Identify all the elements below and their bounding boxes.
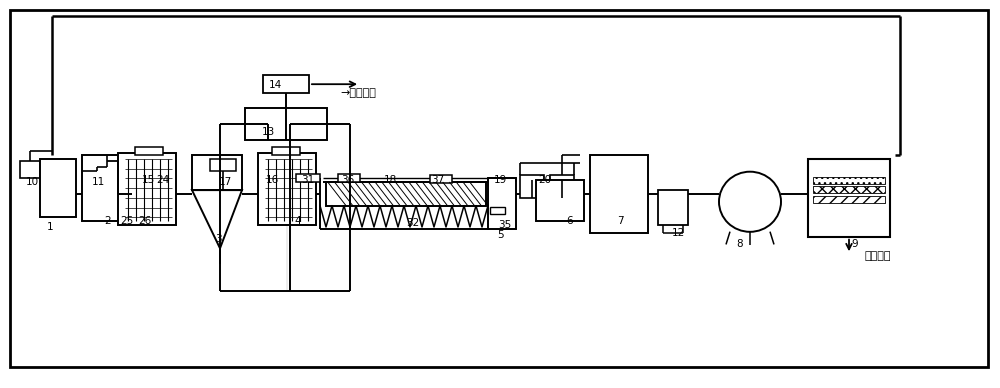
FancyBboxPatch shape [338, 174, 360, 182]
Text: 20: 20 [538, 175, 552, 185]
Text: 26: 26 [138, 216, 152, 226]
Text: 8: 8 [737, 239, 743, 249]
FancyBboxPatch shape [263, 75, 309, 93]
FancyBboxPatch shape [210, 159, 236, 171]
FancyBboxPatch shape [296, 174, 320, 182]
FancyBboxPatch shape [135, 147, 163, 155]
FancyBboxPatch shape [82, 155, 132, 221]
Text: 32: 32 [406, 218, 420, 228]
FancyBboxPatch shape [20, 161, 40, 178]
FancyBboxPatch shape [658, 190, 688, 225]
Text: 6: 6 [567, 216, 573, 226]
FancyBboxPatch shape [430, 175, 452, 183]
FancyBboxPatch shape [590, 155, 648, 233]
Text: 16: 16 [265, 175, 279, 185]
Text: 11: 11 [91, 177, 105, 187]
Text: 3: 3 [215, 234, 221, 244]
FancyBboxPatch shape [10, 10, 988, 367]
FancyBboxPatch shape [536, 180, 584, 221]
FancyBboxPatch shape [490, 207, 505, 214]
FancyBboxPatch shape [813, 186, 885, 193]
Text: 36: 36 [341, 175, 355, 185]
FancyBboxPatch shape [258, 153, 316, 225]
FancyBboxPatch shape [813, 196, 885, 203]
Text: 35: 35 [498, 220, 512, 230]
Text: 达标排放: 达标排放 [865, 251, 891, 261]
FancyBboxPatch shape [550, 175, 574, 198]
FancyBboxPatch shape [118, 153, 176, 225]
FancyBboxPatch shape [272, 147, 300, 155]
FancyBboxPatch shape [245, 108, 327, 140]
Text: 9: 9 [852, 239, 858, 249]
Text: 17: 17 [218, 177, 232, 187]
FancyBboxPatch shape [808, 159, 890, 237]
Ellipse shape [719, 172, 781, 232]
FancyBboxPatch shape [488, 178, 516, 229]
Text: 1: 1 [47, 222, 53, 232]
Polygon shape [192, 190, 242, 248]
Text: 15: 15 [141, 175, 155, 185]
Text: 25: 25 [120, 216, 134, 226]
Text: 31: 31 [301, 175, 315, 185]
FancyBboxPatch shape [520, 175, 544, 198]
Text: 7: 7 [617, 216, 623, 226]
FancyBboxPatch shape [192, 155, 242, 190]
FancyBboxPatch shape [326, 182, 486, 206]
Text: 24: 24 [156, 175, 170, 185]
FancyBboxPatch shape [40, 159, 76, 217]
Text: 13: 13 [261, 127, 275, 137]
Text: →污泥外运: →污泥外运 [340, 88, 376, 98]
Text: 4: 4 [295, 216, 301, 226]
Text: 37: 37 [431, 175, 445, 185]
Text: 19: 19 [493, 175, 507, 185]
Text: 14: 14 [268, 80, 282, 90]
FancyBboxPatch shape [813, 177, 885, 184]
Text: 2: 2 [105, 216, 111, 226]
Text: 18: 18 [383, 175, 397, 185]
Text: 12: 12 [671, 228, 685, 238]
Text: 10: 10 [25, 177, 39, 187]
Text: 5: 5 [497, 230, 503, 240]
